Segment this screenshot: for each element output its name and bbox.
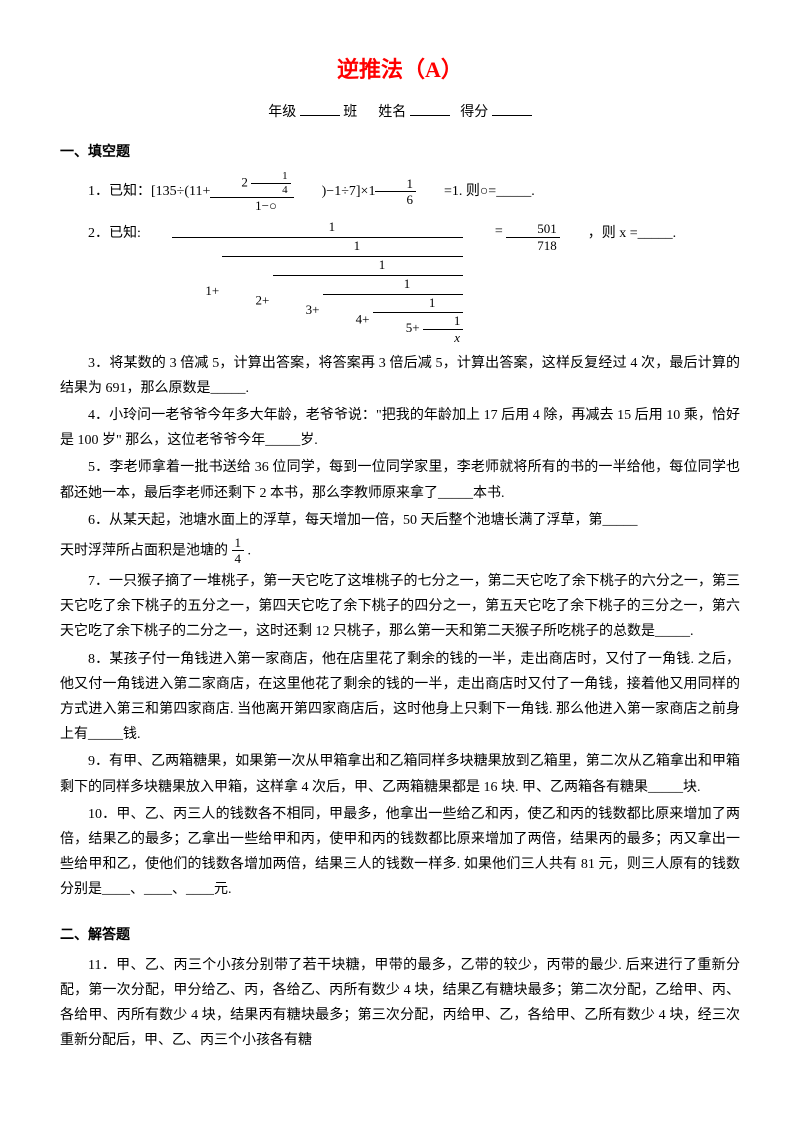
p2-l4: 4+: [356, 311, 370, 326]
p1-prefix: 1．已知：[135÷(11+: [60, 179, 210, 204]
problem-11: 11．甲、乙、丙三个小孩分别带了若干块糖，甲带的最多，乙带的较少，丙带的最少. …: [60, 953, 740, 1054]
p2-l0: 1: [172, 219, 463, 236]
grade-blank: [300, 101, 340, 116]
p6-frac: 1 4: [232, 535, 245, 567]
score-label: 得分: [460, 105, 488, 120]
problem-3: 3．将某数的 3 倍减 5，计算出答案，将答案再 3 倍后减 5，计算出答案，这…: [60, 351, 740, 401]
p2-one-1: 1: [222, 238, 463, 255]
header-line: 年级 班 姓名 得分: [60, 100, 740, 125]
p2-rhs-den: 718: [506, 238, 560, 254]
problem-7: 7．一只猴子摘了一堆桃子，第一天它吃了这堆桃子的七分之一，第二天它吃了余下桃子的…: [60, 569, 740, 645]
problem-6b: 天时浮萍所占面积是池塘的 1 4 .: [60, 535, 740, 567]
problem-6: 6．从某天起，池塘水面上的浮草，每天增加一倍，50 天后整个池塘长满了浮草，第_…: [60, 508, 740, 533]
problem-8: 8．某孩子付一角钱进入第一家商店，他在店里花了剩余的钱的一半，走出商店时，又付了…: [60, 647, 740, 748]
problem-4: 4．小玲问一老爷爷今年多大年龄，老爷爷说："把我的年龄加上 17 后用 4 除，…: [60, 403, 740, 453]
p6-frac-den: 4: [232, 551, 245, 567]
p2-l5: 5+: [406, 320, 420, 335]
p1-frac2: 1 6: [375, 176, 416, 208]
p2-one-2: 1: [273, 257, 464, 274]
p2-prefix: 2．已知:: [60, 219, 141, 246]
p6-frac-num: 1: [232, 535, 245, 552]
section-2-heading: 二、解答题: [60, 923, 740, 948]
grade-label: 年级: [268, 105, 296, 120]
problem-2: 2．已知: 1 1+ 1 2+ 1 3+ 1: [60, 219, 740, 346]
p6-text-c: .: [248, 543, 252, 558]
p1-frac-num-top: 1: [251, 170, 291, 184]
p1-frac1: 2 1 4 1−○: [210, 170, 293, 214]
problem-10: 10．甲、乙、丙三人的钱数各不相同，甲最多，他拿出一些给乙和丙，使乙和丙的钱数都…: [60, 802, 740, 903]
p1-frac2-num: 1: [375, 176, 416, 193]
p2-one-3: 1: [323, 276, 464, 293]
p6-text-b: 天时浮萍所占面积是池塘的: [60, 543, 228, 558]
problem-5: 5．李老师拿着一批书送给 36 位同学，每到一位同学家里，李老师就将所有的书的一…: [60, 455, 740, 505]
name-label: 姓名: [378, 105, 406, 120]
p2-continued-fraction: 1 1+ 1 2+ 1 3+ 1: [172, 219, 463, 346]
p1-suffix: =1. 则○=_____.: [416, 179, 535, 204]
p1-frac2-den: 6: [375, 192, 416, 208]
page-title: 逆推法（A）: [60, 50, 740, 90]
p1-mid: )−1÷7]×1: [294, 179, 376, 204]
name-blank: [410, 101, 450, 116]
p2-rhs-num: 501: [506, 221, 560, 238]
p2-one-5: 1: [423, 313, 464, 330]
p2-l1: 1+: [205, 283, 219, 298]
problem-1: 1．已知：[135÷(11+ 2 1 4 1−○ )−1÷7]×1 1 6 =1…: [60, 170, 740, 214]
p2-lx: x: [423, 330, 464, 346]
section-1-heading: 一、填空题: [60, 140, 740, 165]
p1-frac-den: 1−○: [210, 198, 293, 214]
p2-l3: 3+: [306, 302, 320, 317]
p2-l2: 2+: [255, 292, 269, 307]
p1-frac-whole: 2: [241, 175, 248, 190]
p2-suffix: ，则 x =_____.: [560, 219, 676, 246]
p6-text-a: 6．从某天起，池塘水面上的浮草，每天增加一倍，50 天后整个池塘长满了浮草，第_…: [88, 513, 638, 528]
problem-9: 9．有甲、乙两箱糖果，如果第一次从甲箱拿出和乙箱同样多块糖果放到乙箱里，第二次从…: [60, 749, 740, 799]
p2-one-4: 1: [373, 295, 464, 312]
p1-frac-num-bot: 4: [251, 184, 291, 197]
score-blank: [492, 101, 532, 116]
p2-rhs-frac: 501 718: [506, 221, 560, 253]
class-label: 班: [343, 105, 357, 120]
